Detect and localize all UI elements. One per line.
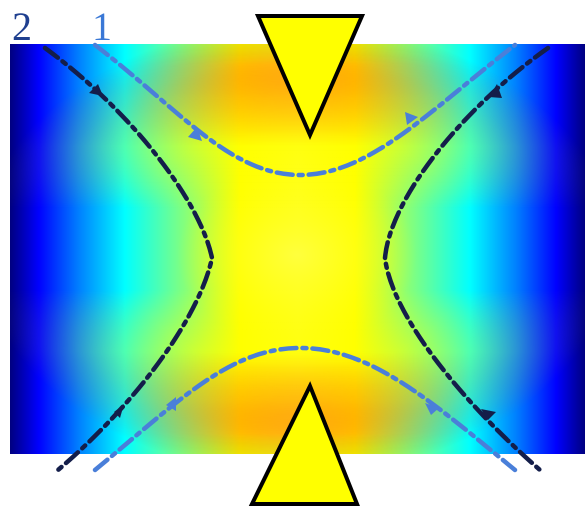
arrow-icon	[405, 112, 418, 125]
trajectory-1	[92, 42, 518, 473]
trajectory-2-arrows	[89, 84, 502, 420]
curve-label-2: 2	[12, 4, 32, 49]
trajectory-1-arrows	[166, 112, 439, 415]
curve-label-1: 1	[92, 4, 112, 49]
arrow-icon	[481, 409, 496, 420]
trajectory-2	[42, 45, 551, 473]
arrow-icon	[114, 404, 124, 418]
arrow-icon	[489, 84, 502, 98]
arrow-icon	[188, 127, 202, 141]
top-electrode	[254, 14, 366, 140]
arrow-icon	[425, 403, 439, 415]
arrow-icon	[166, 397, 176, 411]
arrow-icon	[89, 84, 103, 96]
bottom-electrode	[248, 381, 360, 506]
potential-field-colormap	[10, 44, 585, 454]
